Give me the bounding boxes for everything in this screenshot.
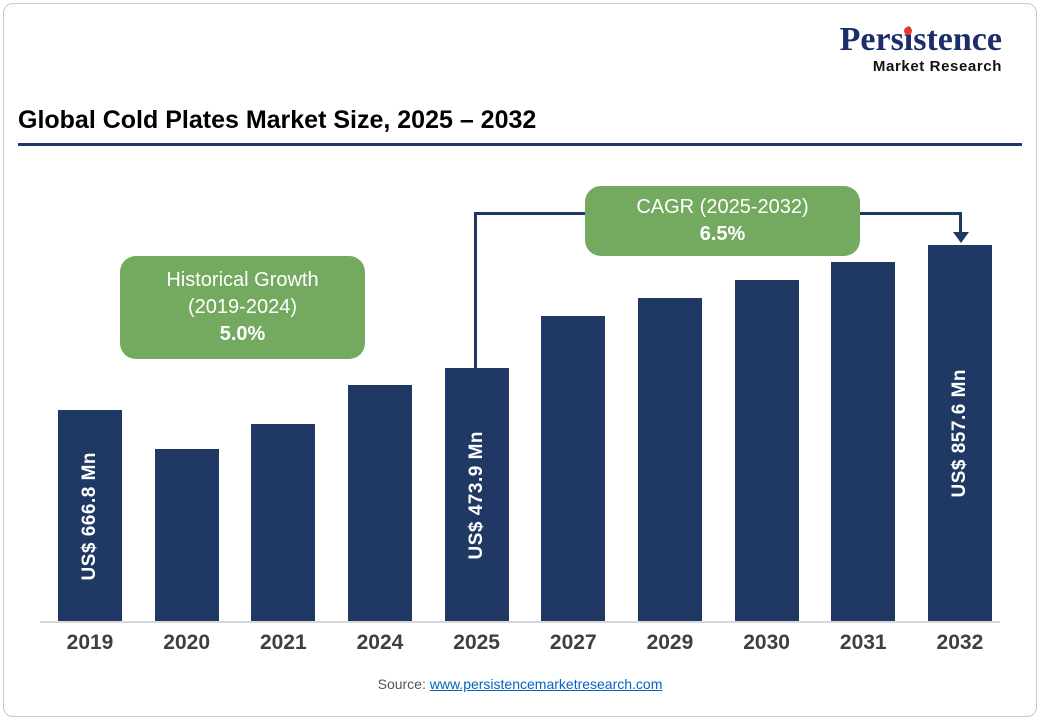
page-title: Global Cold Plates Market Size, 2025 – 2…	[18, 106, 537, 134]
bar-2029	[637, 298, 702, 622]
x-axis-label-2021: 2021	[259, 631, 307, 654]
x-axis-label-2025: 2025	[453, 631, 500, 654]
x-axis-baseline	[40, 621, 1000, 623]
x-axis-labels: 2019 2020 2021 2024 2025 2027 2029 2030 2031 2032	[58, 631, 992, 655]
bar-value-label-2019: US$ 666.8 Mn	[79, 451, 100, 581]
x-axis-label-2019: 2019	[66, 631, 114, 654]
x-axis-label-2020: 2020	[163, 631, 211, 654]
callout-cagr: CAGR (2025-2032) 6.5%	[585, 186, 860, 256]
connector-left-horizontal	[474, 212, 585, 215]
logo-red-dot-icon	[903, 27, 912, 35]
callout-historical-line2: (2019-2024)	[188, 296, 297, 318]
logo-name-text: Persistence	[839, 21, 1002, 58]
x-axis-label-2030: 2030	[743, 631, 790, 654]
callout-cagr-value: 6.5%	[699, 223, 746, 245]
bar-2030	[734, 280, 799, 622]
connector-right-vertical	[959, 212, 962, 234]
callout-historical-cagr-value: 5.0%	[219, 323, 266, 345]
x-axis-label-2027: 2027	[549, 631, 597, 654]
bar-chart: US$ 666.8 Mn US$ 473.9 Mn US$ 857.6 Mn	[58, 222, 992, 622]
logo: Persistence Market Research	[840, 22, 1002, 75]
connector-right-horizontal	[860, 212, 962, 215]
source-line: Source: www.persistencemarketresearch.co…	[0, 676, 1040, 692]
bar-2020	[154, 449, 219, 622]
arrow-down-icon	[953, 232, 969, 243]
logo-tagline: Market Research	[872, 57, 1002, 75]
callout-cagr-line1: CAGR (2025-2032)	[636, 196, 809, 218]
callout-historical-growth: Historical Growth (2019-2024) 5.0%	[120, 256, 365, 359]
bar-2024	[347, 385, 412, 622]
bar-2019: US$ 666.8 Mn	[58, 410, 122, 622]
x-axis-label-2031: 2031	[839, 631, 887, 654]
x-axis-label-2032: 2032	[936, 631, 984, 654]
title-underline	[18, 143, 1022, 146]
bar-2025: US$ 473.9 Mn	[444, 368, 509, 622]
connector-left-vertical	[474, 212, 477, 368]
bar-2021	[251, 424, 316, 622]
bar-2027	[541, 316, 606, 622]
callout-historical-line1: Historical Growth	[166, 269, 319, 291]
bar-value-label-2025: US$ 473.9 Mn	[465, 430, 487, 560]
bar-value-label-2032: US$ 857.6 Mn	[948, 369, 970, 498]
bar-2031	[831, 262, 896, 622]
x-axis-label-2029: 2029	[646, 631, 694, 654]
source-prefix: Source:	[377, 676, 426, 692]
x-axis-label-2024: 2024	[356, 631, 404, 654]
logo-name: Persistence	[840, 22, 1002, 58]
bar-2032: US$ 857.6 Mn	[927, 245, 992, 622]
source-link[interactable]: www.persistencemarketresearch.com	[429, 676, 663, 692]
